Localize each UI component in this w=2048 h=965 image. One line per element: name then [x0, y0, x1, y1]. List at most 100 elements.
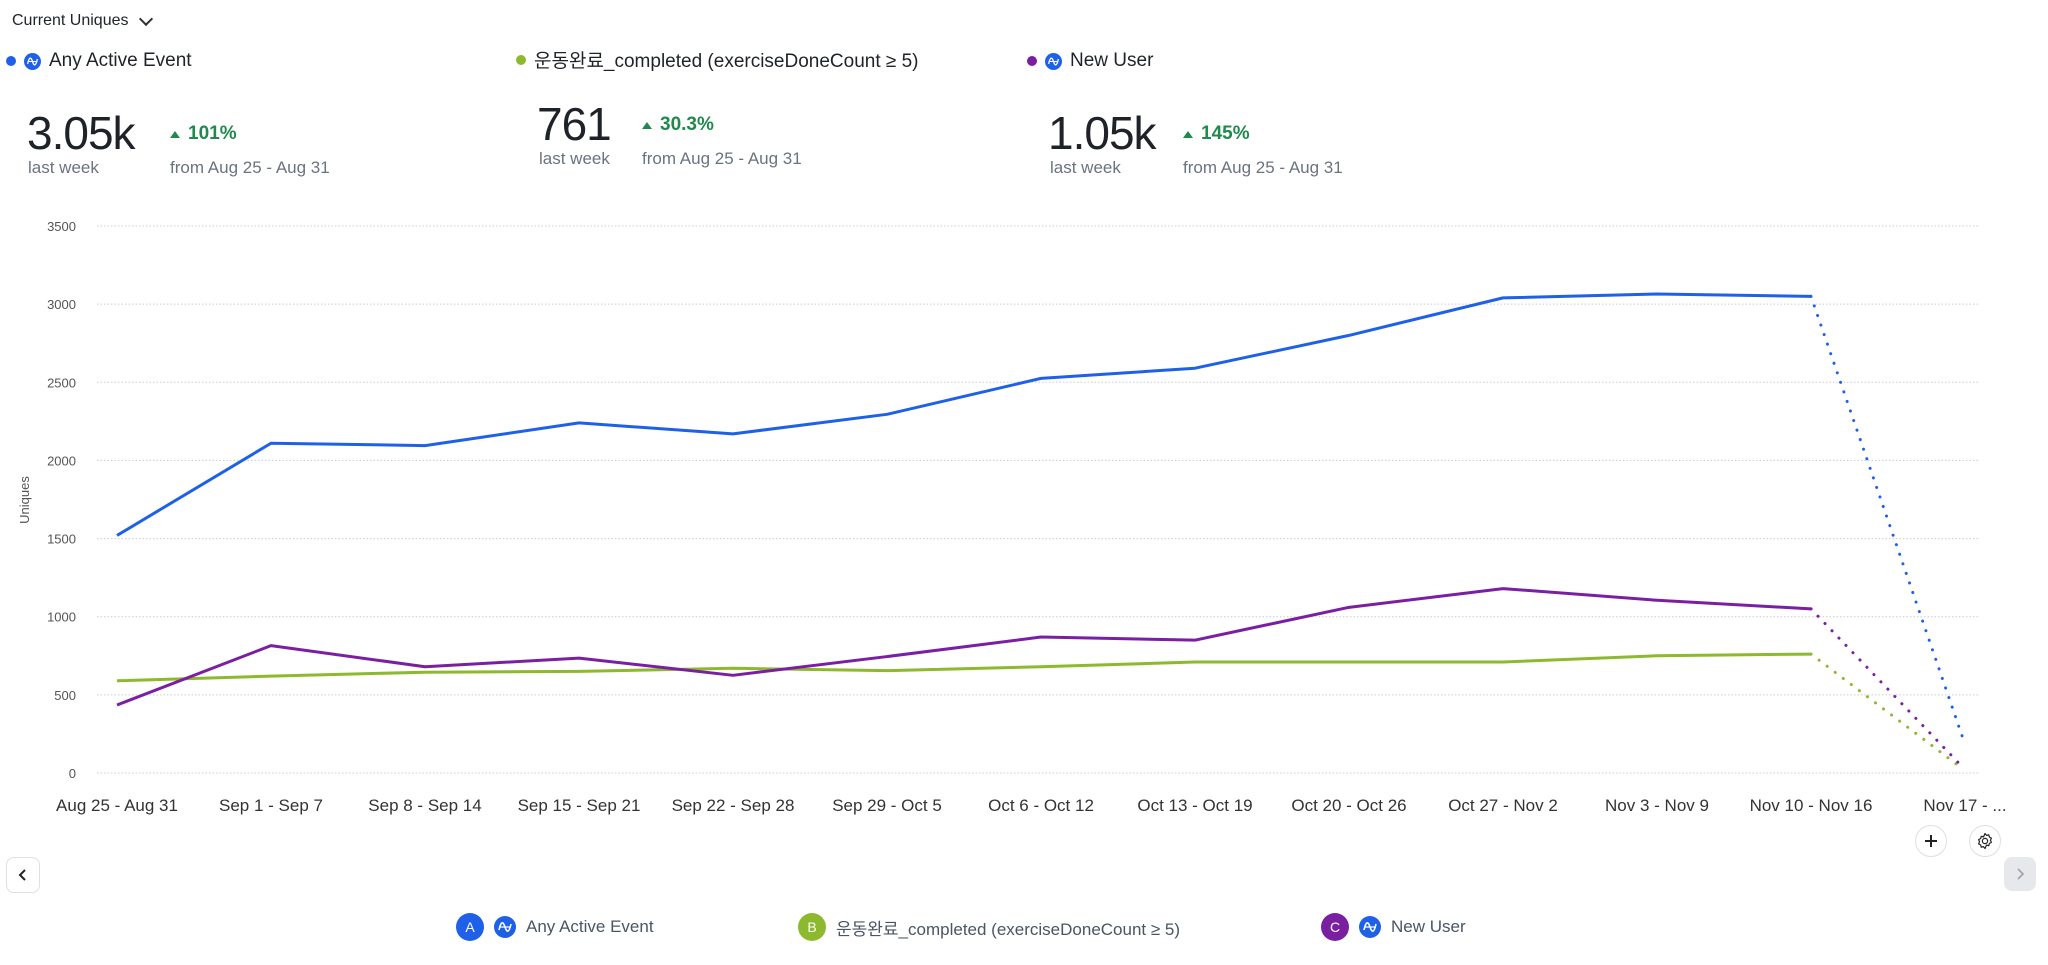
- metric-dropdown[interactable]: Current Uniques: [12, 11, 153, 30]
- data-point[interactable]: [881, 651, 893, 663]
- series-color-dot: [516, 54, 526, 65]
- data-point[interactable]: [1651, 594, 1663, 606]
- y-axis-label: Uniques: [17, 476, 32, 524]
- data-point[interactable]: [881, 408, 893, 420]
- kpi-change-value: 30.3%: [660, 114, 714, 135]
- x-tick-label: Oct 6 - Oct 12: [988, 796, 1094, 815]
- kpi-compare: from Aug 25 - Aug 31: [642, 149, 802, 168]
- data-point[interactable]: [419, 661, 431, 673]
- data-point[interactable]: [1959, 762, 1971, 774]
- data-point[interactable]: [573, 417, 585, 429]
- chevron-right-icon: [2017, 868, 2025, 880]
- kpi-value: 761: [537, 98, 612, 150]
- y-tick-label: 1000: [47, 610, 76, 625]
- kpi-compare: from Aug 25 - Aug 31: [170, 158, 330, 177]
- kpi-value: 1.05k: [1048, 107, 1157, 159]
- scroll-prev-button[interactable]: [6, 857, 40, 893]
- data-point[interactable]: [1497, 583, 1509, 595]
- data-point[interactable]: [265, 640, 277, 652]
- line-chart: 0 500 1000 1500 2000 2500 3000 3500 Uniques Aug…: [17, 219, 2007, 815]
- series-name: 운동완료_completed (exerciseDoneCount ≥ 5): [534, 51, 919, 72]
- data-point[interactable]: [1343, 329, 1355, 341]
- series-header-b: 운동완료_completed (exerciseDoneCount ≥ 5): [516, 46, 919, 73]
- data-point[interactable]: [1035, 372, 1047, 384]
- amplitude-icon: [24, 52, 41, 70]
- data-point[interactable]: [1805, 290, 1817, 302]
- data-point[interactable]: [1651, 288, 1663, 300]
- gridlines: [97, 225, 1980, 774]
- legend-item-c[interactable]: C New User: [1321, 913, 1466, 941]
- data-point[interactable]: [727, 669, 739, 681]
- chevron-down-icon: [138, 11, 153, 26]
- data-point[interactable]: [1651, 650, 1663, 662]
- data-point[interactable]: [265, 670, 277, 682]
- series-name: Any Active Event: [49, 50, 192, 71]
- kpi-period: last week: [539, 149, 610, 168]
- data-point[interactable]: [1959, 733, 1971, 745]
- data-point[interactable]: [265, 437, 277, 449]
- trend-up-icon: [642, 121, 652, 129]
- legend-item-b[interactable]: B 운동완료_completed (exerciseDoneCount ≥ 5): [798, 913, 1180, 941]
- series-name: New User: [1070, 50, 1154, 71]
- data-point[interactable]: [1343, 656, 1355, 668]
- data-point[interactable]: [111, 675, 123, 687]
- data-point[interactable]: [1035, 661, 1047, 673]
- series-incomplete-segment: [1809, 652, 1965, 771]
- kpi-compare: from Aug 25 - Aug 31: [1183, 158, 1343, 177]
- data-point[interactable]: [111, 529, 123, 541]
- trend-up-icon: [1183, 130, 1193, 138]
- add-button[interactable]: [1915, 825, 1947, 857]
- data-point[interactable]: [573, 652, 585, 664]
- legend-label: 운동완료_completed (exerciseDoneCount ≥ 5): [836, 919, 1181, 939]
- data-point[interactable]: [1035, 631, 1047, 643]
- x-tick-label: Oct 27 - Nov 2: [1448, 796, 1558, 815]
- kpi-change: 101%: [170, 123, 237, 145]
- scroll-next-button[interactable]: [2004, 857, 2036, 891]
- kpi-period: last week: [1050, 158, 1121, 177]
- x-tick-label: Nov 10 - Nov 16: [1750, 796, 1873, 815]
- legend-item-a[interactable]: A Any Active Event: [456, 913, 654, 941]
- chevron-left-icon: [18, 869, 26, 881]
- data-point[interactable]: [573, 665, 585, 677]
- legend-label: New User: [1391, 917, 1466, 936]
- series-line-c[interactable]: [116, 587, 1812, 707]
- y-tick-label: 1500: [47, 532, 76, 547]
- data-point[interactable]: [1497, 292, 1509, 304]
- x-tick-label: Sep 8 - Sep 14: [368, 796, 481, 815]
- gear-icon: [1978, 832, 1992, 850]
- data-point[interactable]: [1189, 634, 1201, 646]
- series-line-a[interactable]: [116, 292, 1812, 537]
- data-point[interactable]: [1497, 656, 1509, 668]
- kpi-change: 30.3%: [642, 114, 714, 136]
- data-point[interactable]: [111, 699, 123, 711]
- data-point[interactable]: [1189, 362, 1201, 374]
- series-badge: A: [456, 913, 484, 941]
- series-badge: C: [1321, 913, 1349, 941]
- kpi-value: 3.05k: [27, 107, 136, 159]
- settings-button[interactable]: [1969, 825, 2001, 857]
- data-point[interactable]: [1343, 601, 1355, 613]
- legend-label: Any Active Event: [526, 917, 654, 936]
- amplitude-icon: [1045, 52, 1062, 70]
- x-tick-label: Oct 13 - Oct 19: [1137, 796, 1252, 815]
- data-point[interactable]: [1805, 603, 1817, 615]
- series-line-b[interactable]: [116, 652, 1812, 683]
- trend-up-icon: [170, 130, 180, 138]
- data-point[interactable]: [727, 428, 739, 440]
- series-incomplete-segment: [1809, 294, 1965, 741]
- data-point[interactable]: [1805, 648, 1817, 660]
- x-tick-label: Sep 15 - Sep 21: [518, 796, 641, 815]
- kpi-change: 145%: [1183, 123, 1250, 145]
- data-point[interactable]: [881, 665, 893, 677]
- data-point[interactable]: [1189, 656, 1201, 668]
- y-tick-label: 2000: [47, 453, 76, 468]
- kpi-period: last week: [28, 158, 99, 177]
- kpi-change-value: 145%: [1201, 123, 1250, 144]
- x-tick-label: Oct 20 - Oct 26: [1291, 796, 1406, 815]
- data-point[interactable]: [419, 440, 431, 452]
- y-tick-label: 3000: [47, 297, 76, 312]
- series-lines: [111, 288, 1971, 774]
- series-badge: B: [798, 913, 826, 941]
- x-tick-label: Sep 22 - Sep 28: [672, 796, 795, 815]
- amplitude-icon: [494, 916, 516, 938]
